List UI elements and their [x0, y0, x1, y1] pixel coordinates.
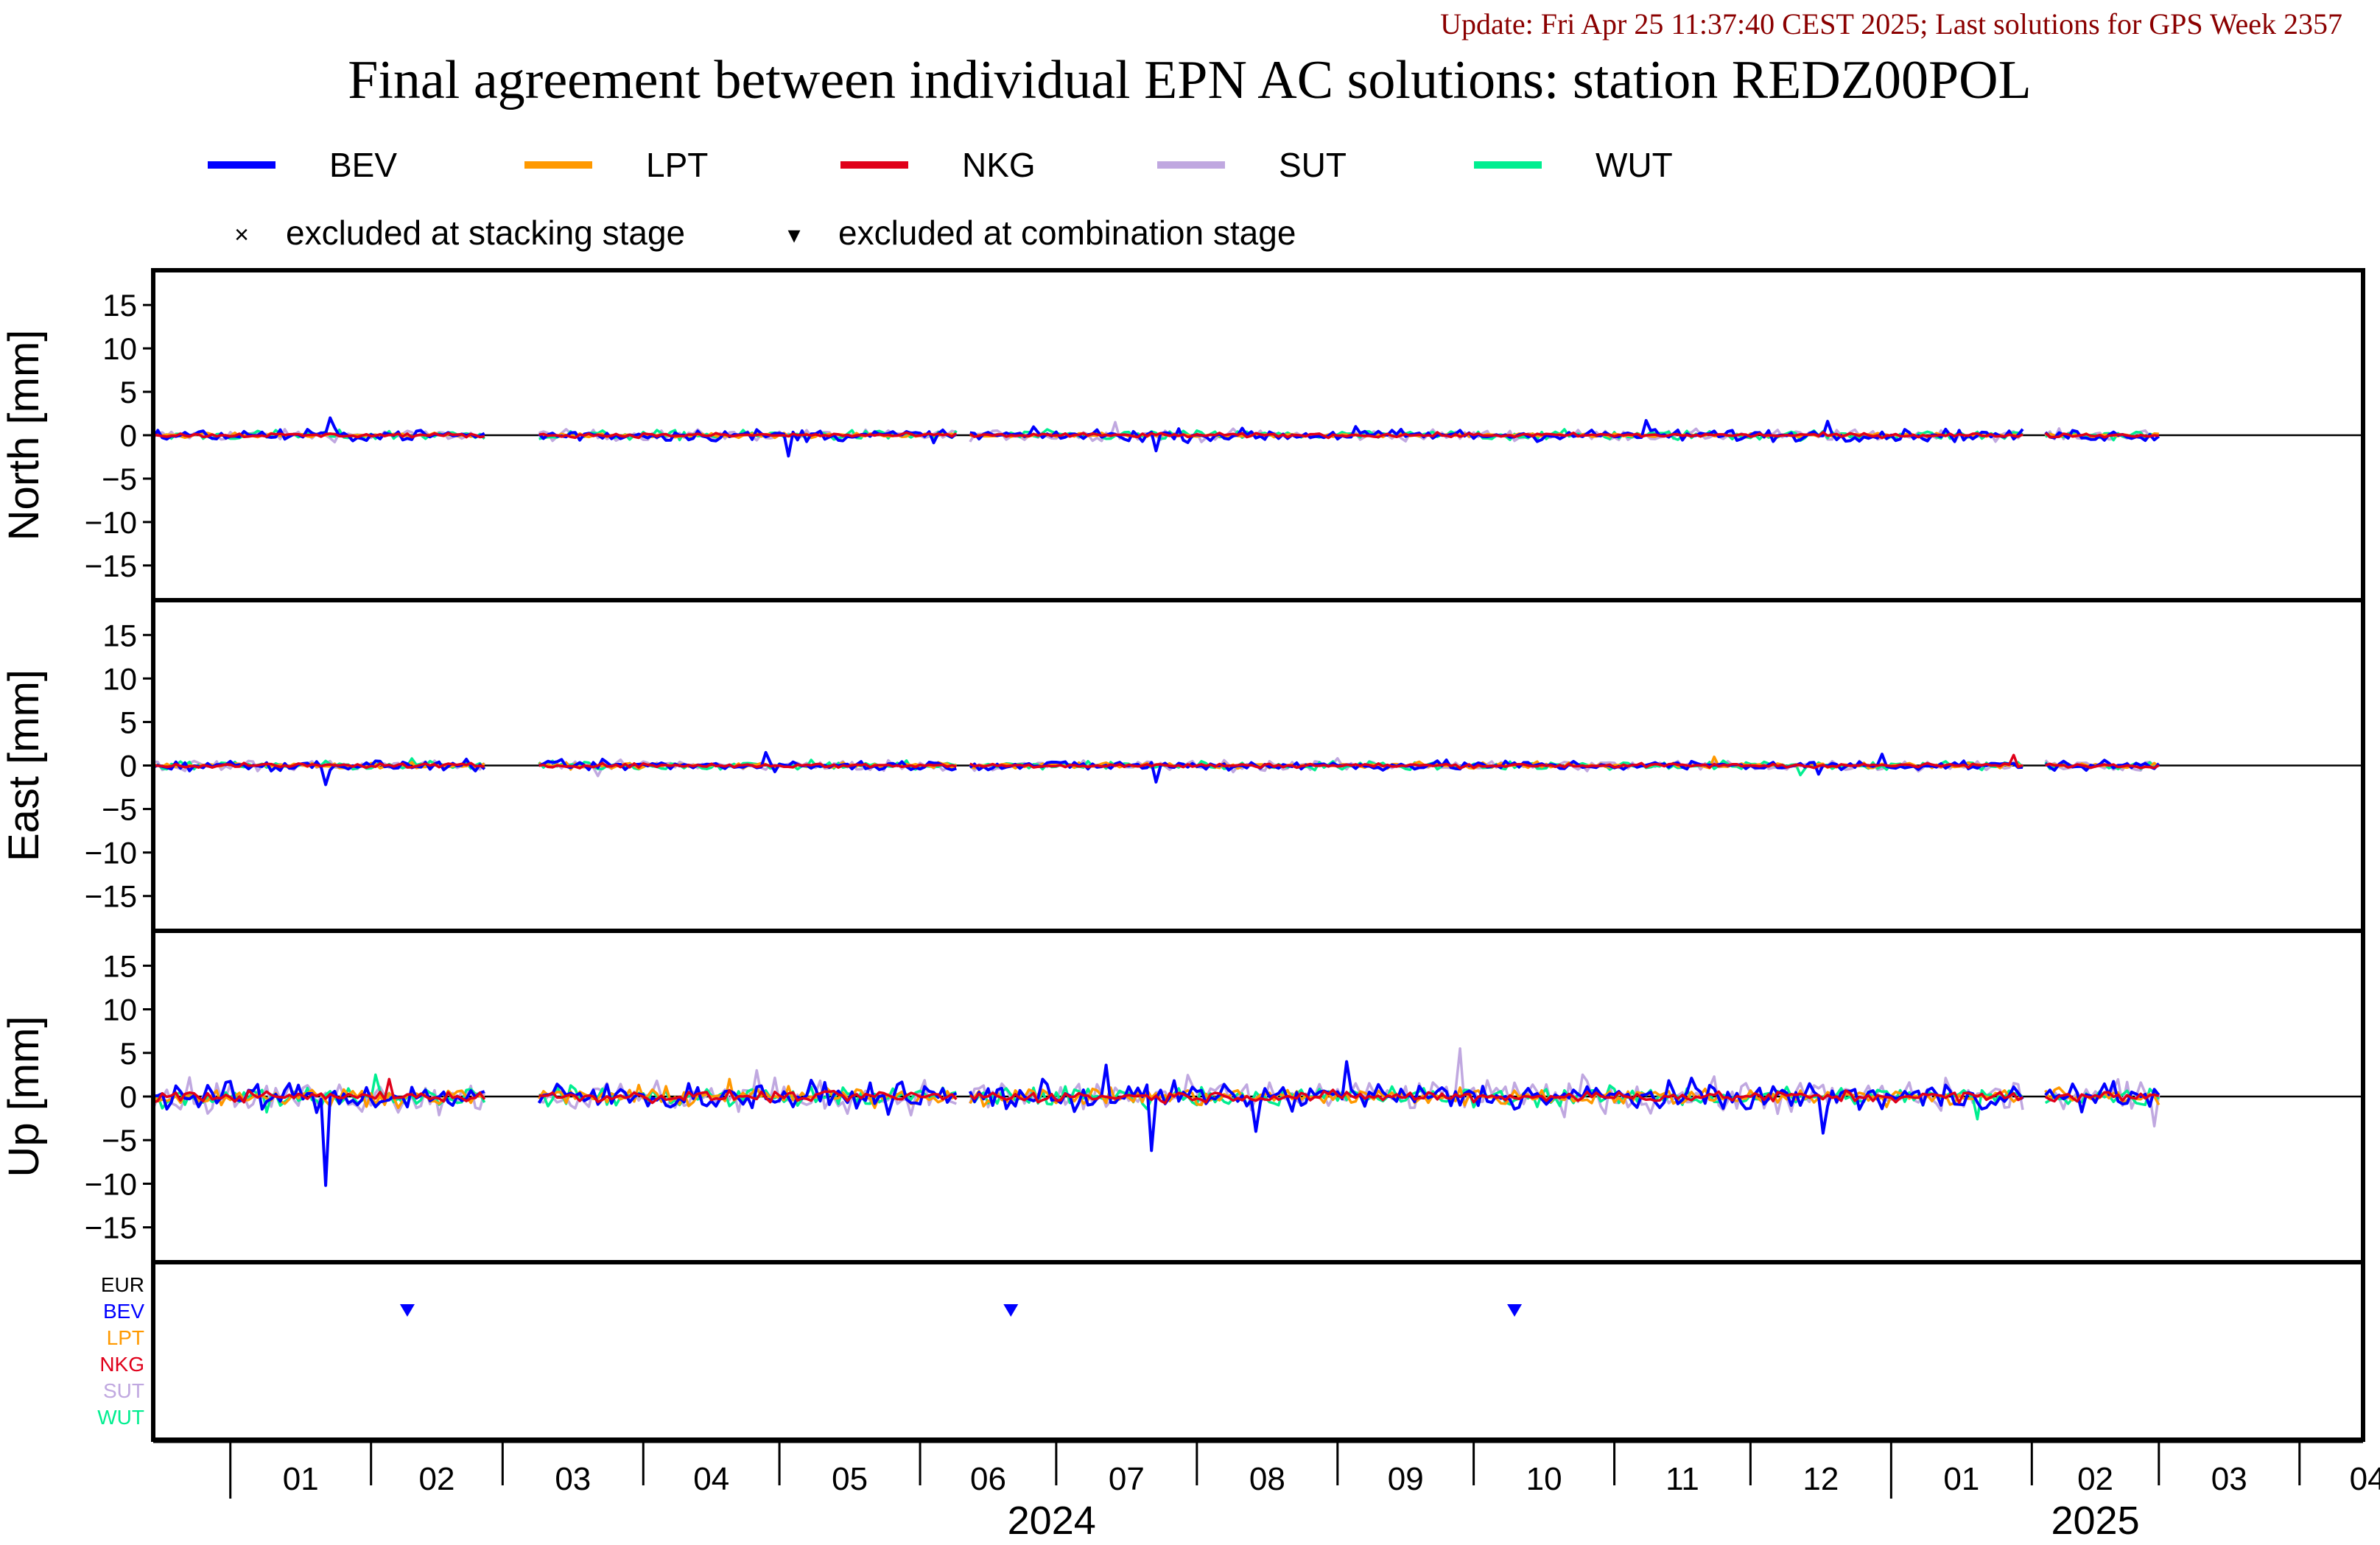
legend-label-wut: WUT [1596, 146, 1673, 184]
x-month-label: 07 [1109, 1461, 1145, 1497]
x-month-label: 04 [2350, 1461, 2380, 1497]
series-line-nkg [152, 1077, 486, 1104]
x-year-label: 2025 [2051, 1499, 2139, 1543]
update-text: Update: Fri Apr 25 11:37:40 CEST 2025; L… [1440, 7, 2342, 41]
x-month-label: 09 [1388, 1461, 1424, 1497]
x-month-label: 06 [970, 1461, 1006, 1497]
chart-title: Final agreement between individual EPN A… [348, 50, 2032, 110]
legend-label-lpt: LPT [646, 146, 708, 184]
y-tick-label: 10 [102, 993, 137, 1027]
x-month-label: 05 [832, 1461, 868, 1497]
y-tick-label: −5 [102, 1123, 137, 1158]
x-month-label: 11 [1665, 1461, 1699, 1497]
y-tick-label: 0 [120, 749, 137, 784]
x-year-label: 2024 [1008, 1499, 1096, 1543]
y-tick-label: −15 [85, 549, 137, 583]
exclusion-row-label-sut: SUT [103, 1379, 144, 1402]
x-month-label: 01 [1943, 1461, 1979, 1497]
x-month-label: 12 [1802, 1461, 1839, 1497]
y-tick-label: 15 [102, 288, 137, 323]
legend-label-sut: SUT [1279, 146, 1347, 184]
series-line-bev [968, 1060, 2024, 1152]
series-line-nkg [152, 761, 485, 770]
exclusion-panel-frame [151, 1260, 2365, 1442]
y-tick-label: −10 [85, 505, 137, 540]
series-line-sut [2044, 759, 2160, 772]
y-tick-label: −15 [85, 879, 137, 914]
exclusion-row-label-lpt: LPT [107, 1326, 144, 1349]
x-axis: 01 02 03 04 05 06 07 08 09 10 11 12 01 02 03 04 2024 2025 [153, 1440, 2380, 1543]
y-tick-label: −10 [85, 836, 137, 870]
y-tick-label: 10 [102, 331, 137, 366]
stacking-marker-icon: × [234, 221, 249, 249]
legend-label-nkg: NKG [962, 146, 1036, 184]
x-month-label: 03 [2211, 1461, 2247, 1497]
series-line-nkg [2044, 432, 2159, 439]
panel-north: 15 10 5 0 −5 −10 −15 North [mm] [0, 268, 2365, 602]
y-tick-label: 10 [102, 661, 137, 696]
combination-exclusion-marker [1507, 1304, 1523, 1317]
y-axis-label: North [mm] [0, 330, 48, 541]
series-line-nkg [2044, 1091, 2160, 1103]
y-tick-label: 15 [102, 618, 137, 652]
y-tick-label: 15 [102, 949, 137, 983]
x-month-label: 10 [1526, 1461, 1562, 1497]
y-tick-label: −5 [102, 462, 137, 496]
combination-label: excluded at combination stage [838, 214, 1296, 252]
series-line-nkg [152, 432, 485, 439]
series-line-nkg [538, 431, 958, 440]
exclusion-row-label-nkg: NKG [99, 1353, 144, 1376]
exclusion-row-label-bev: BEV [103, 1300, 144, 1323]
series-line-bev [152, 757, 486, 786]
legend-label-bev: BEV [329, 146, 397, 184]
legend: BEV LPT NKG SUT WUT × excluded at stacking sta… [208, 146, 1673, 252]
series-line-wut [969, 1084, 2023, 1121]
y-axis-label: Up [mm] [0, 1016, 48, 1177]
x-month-label: 08 [1249, 1461, 1285, 1497]
series-line-nkg [969, 431, 2023, 440]
y-tick-label: 0 [120, 1080, 137, 1114]
y-tick-label: −10 [85, 1166, 137, 1201]
series-line-bev [2044, 759, 2160, 772]
y-tick-label: 5 [120, 705, 137, 739]
panel-up: 15 10 5 0 −5 −10 −15 Up [mm] [0, 929, 2365, 1264]
series-line-sut [969, 1047, 2024, 1119]
stacking-label: excluded at stacking stage [286, 214, 685, 252]
x-month-label: 02 [419, 1461, 455, 1497]
exclusion-panel: EUR BEV LPT NKG SUT WUT [97, 1260, 2365, 1442]
x-month-label: 04 [693, 1461, 729, 1497]
y-tick-label: −5 [102, 792, 137, 827]
series-line-nkg [2045, 762, 2160, 770]
exclusion-row-label-eur: EUR [101, 1273, 144, 1296]
series-line-bev [2044, 429, 2160, 443]
y-tick-label: −15 [85, 1211, 137, 1245]
series-line-nkg [969, 1088, 2023, 1105]
combination-marker-icon: ▾ [787, 221, 800, 249]
y-tick-label: 0 [120, 418, 137, 453]
series-line-nkg [969, 753, 2023, 770]
y-tick-label: 5 [120, 1036, 137, 1071]
y-tick-label: 5 [120, 375, 137, 409]
exclusion-row-label-wut: WUT [97, 1406, 144, 1429]
panel-east: 15 10 5 0 −5 −10 −15 East [mm] [0, 598, 2365, 933]
x-month-label: 02 [2077, 1461, 2113, 1497]
x-month-label: 03 [555, 1461, 591, 1497]
combination-exclusion-marker [1003, 1304, 1019, 1317]
combination-exclusion-marker [399, 1304, 415, 1317]
series-line-nkg [538, 761, 957, 770]
x-month-label: 01 [283, 1461, 319, 1497]
panels: 15 10 5 0 −5 −10 −15 North [mm] 15 10 5 0 −5 −10 −15 Ea… [0, 268, 2365, 1442]
y-axis-label: East [mm] [0, 669, 48, 862]
series-line-nkg [538, 1088, 958, 1105]
